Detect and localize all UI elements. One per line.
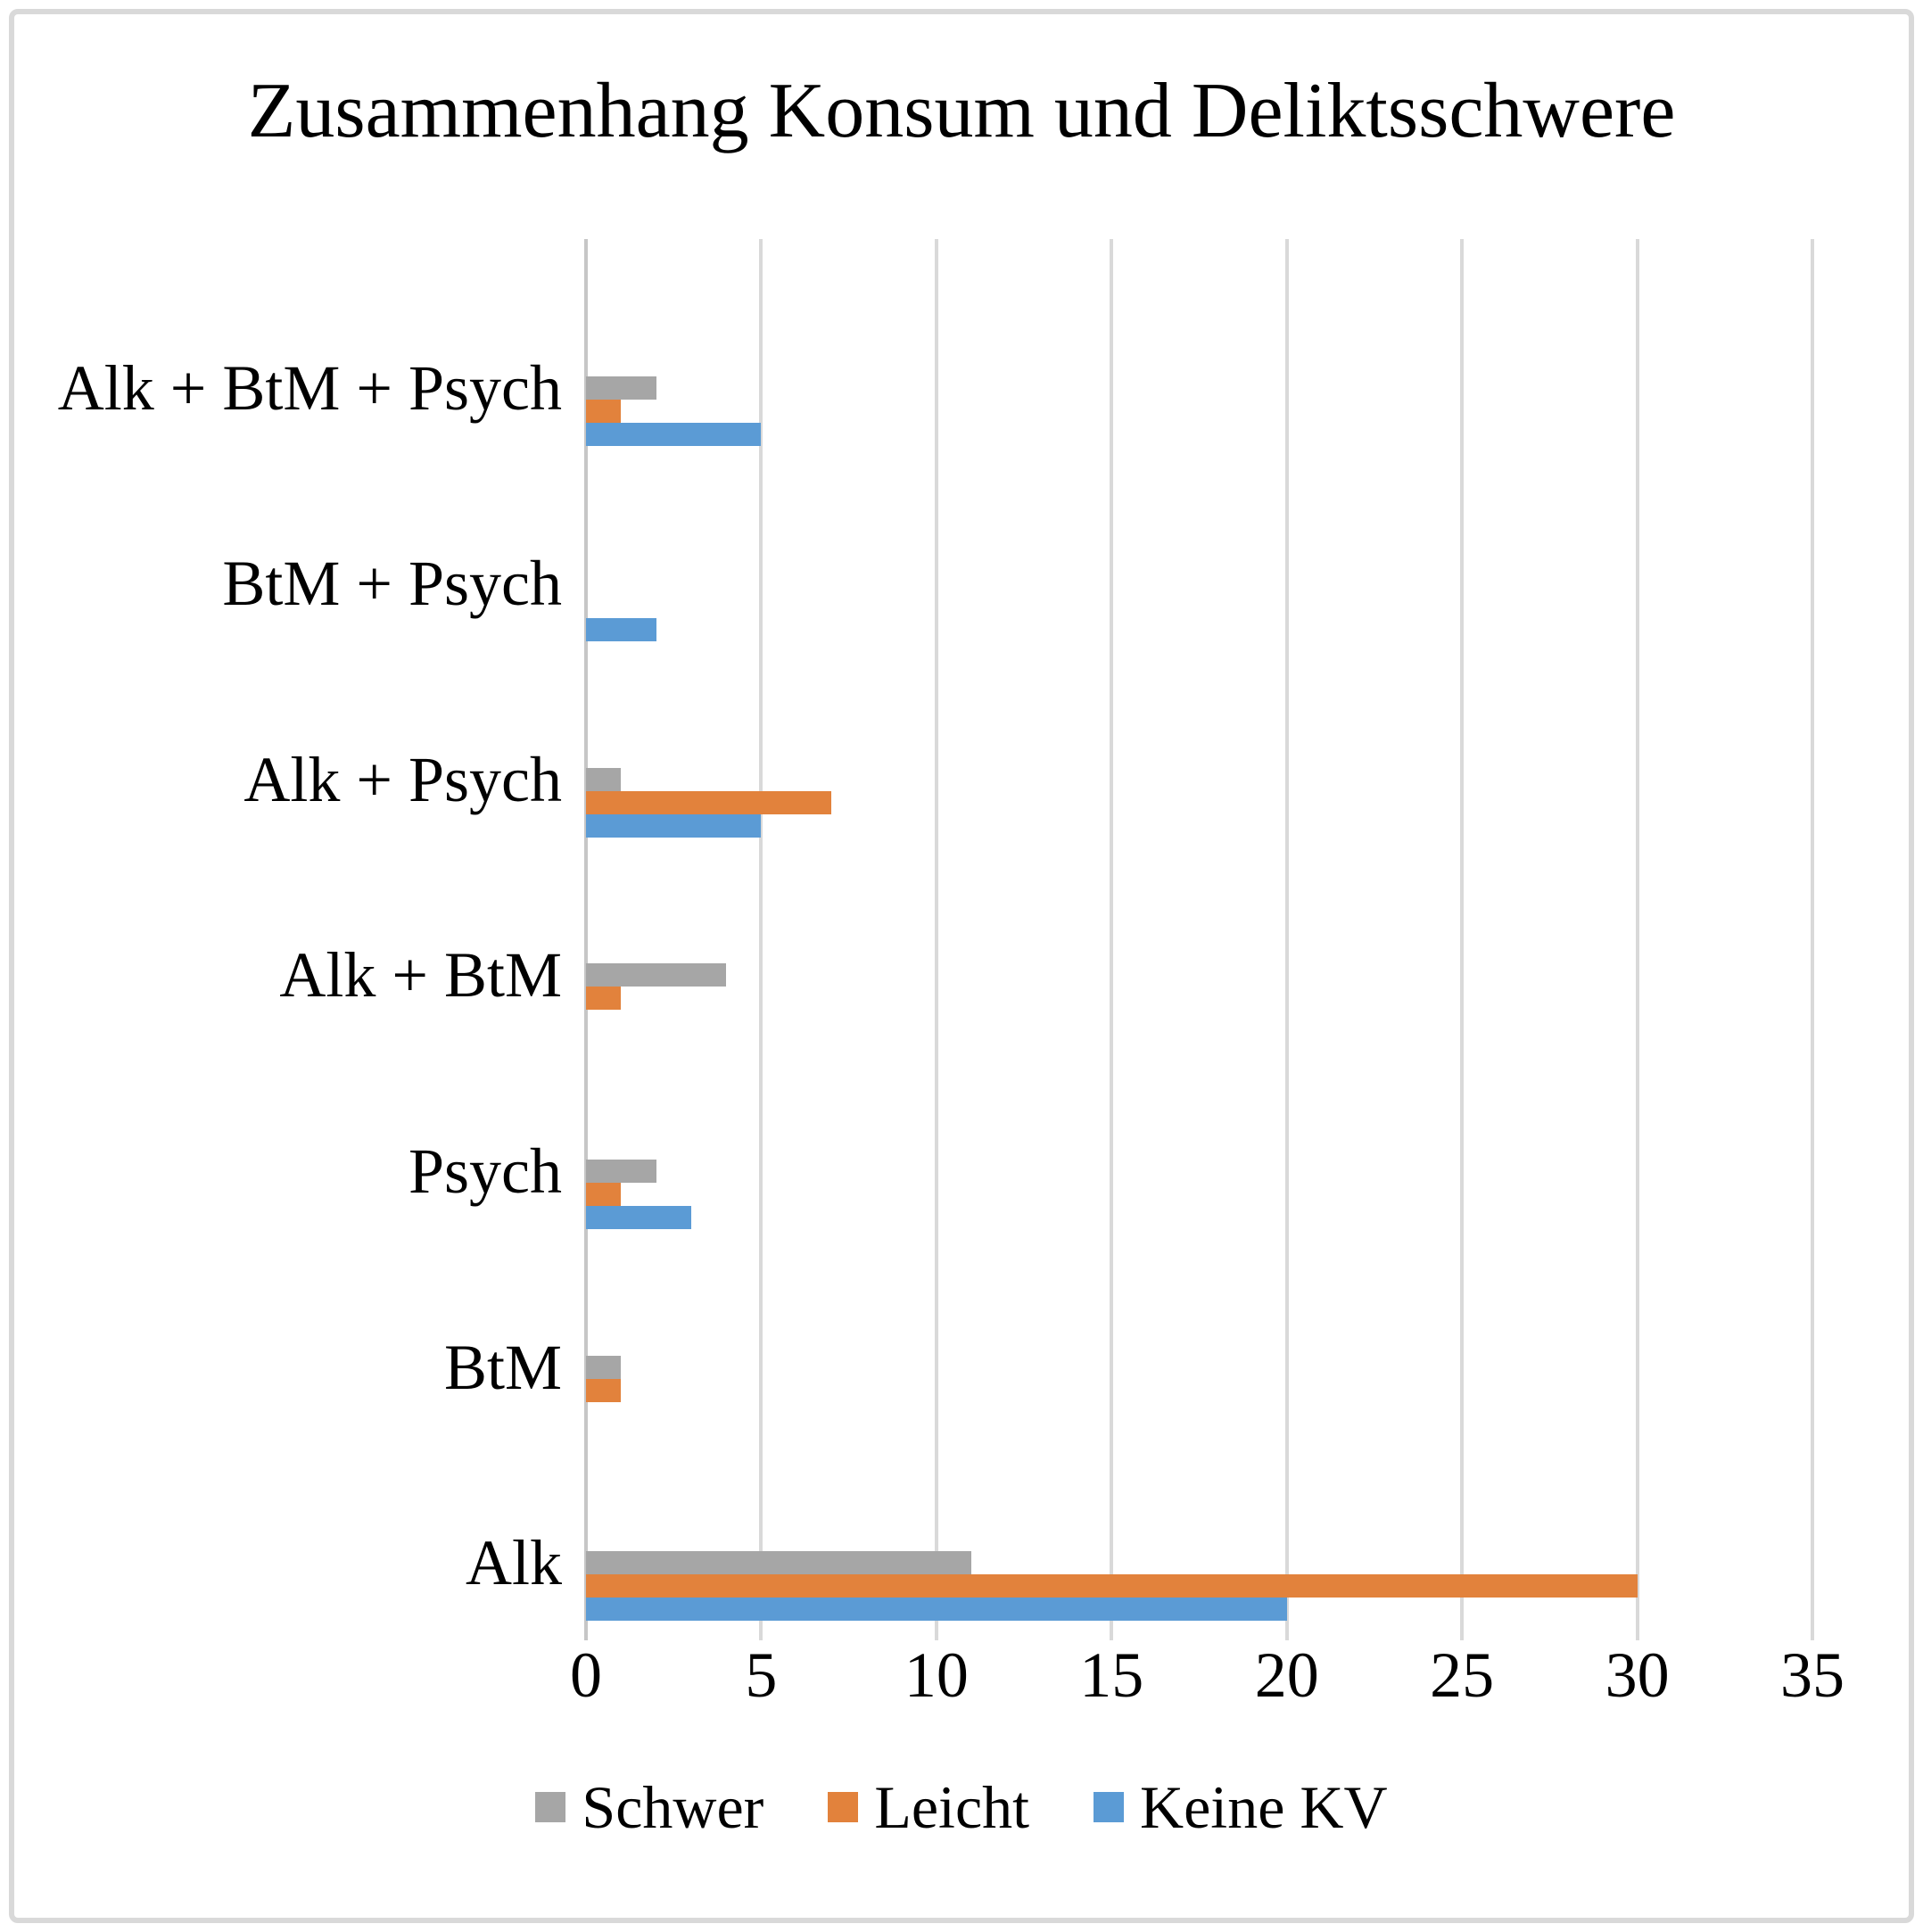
gridline bbox=[1460, 239, 1465, 1640]
bar-keine-kv bbox=[586, 814, 762, 838]
x-tick-label: 30 bbox=[1605, 1639, 1670, 1711]
bar-keine-kv bbox=[586, 618, 656, 641]
bar-leicht bbox=[586, 987, 622, 1010]
legend-label: Leicht bbox=[874, 1773, 1030, 1841]
bar-schwer bbox=[586, 963, 727, 987]
x-tick-label: 20 bbox=[1254, 1639, 1319, 1711]
bar-schwer bbox=[586, 1160, 656, 1183]
category-label: Alk + BtM bbox=[279, 939, 562, 1011]
x-tick-label: 0 bbox=[570, 1639, 602, 1711]
bar-leicht bbox=[586, 400, 622, 423]
x-tick-label: 15 bbox=[1079, 1639, 1144, 1711]
x-tick-label: 25 bbox=[1430, 1639, 1495, 1711]
category-label: BtM bbox=[443, 1332, 562, 1403]
legend-item-schwer: Schwer bbox=[535, 1777, 763, 1837]
gridline bbox=[1635, 239, 1639, 1640]
x-tick-label: 10 bbox=[904, 1639, 969, 1711]
category-label: Alk + BtM + Psych bbox=[57, 352, 562, 424]
legend-label: Schwer bbox=[582, 1773, 764, 1841]
x-tick-label: 35 bbox=[1780, 1639, 1845, 1711]
bar-leicht bbox=[586, 1574, 1638, 1598]
legend-item-leicht: Leicht bbox=[828, 1777, 1029, 1837]
legend-swatch-icon bbox=[828, 1792, 859, 1822]
bar-keine-kv bbox=[586, 1206, 691, 1229]
category-label: Psych bbox=[408, 1135, 562, 1207]
chart-title: Zusammenhang Konsum und Deliktsschwere bbox=[247, 68, 1676, 154]
bar-leicht bbox=[586, 1379, 622, 1402]
legend-swatch-icon bbox=[535, 1792, 566, 1822]
bar-keine-kv bbox=[586, 1598, 1287, 1621]
y-axis-line bbox=[584, 239, 588, 1640]
bar-leicht bbox=[586, 1183, 622, 1206]
bar-schwer bbox=[586, 1551, 972, 1574]
bar-keine-kv bbox=[586, 423, 762, 446]
category-label: Alk bbox=[466, 1527, 562, 1598]
category-label: Alk + Psych bbox=[243, 744, 562, 815]
gridline bbox=[1811, 239, 1814, 1640]
bar-schwer bbox=[586, 376, 656, 400]
gridline bbox=[934, 239, 938, 1640]
gridline bbox=[1110, 239, 1114, 1640]
gridline bbox=[1284, 239, 1289, 1640]
legend-label: Keine KV bbox=[1140, 1773, 1388, 1841]
plot-area bbox=[584, 239, 1814, 1640]
legend-item-keine-kv: Keine KV bbox=[1094, 1777, 1388, 1837]
legend-swatch-icon bbox=[1094, 1792, 1125, 1822]
bar-schwer bbox=[586, 1356, 622, 1379]
legend: Schwer Leicht Keine KV bbox=[0, 1777, 1923, 1837]
x-tick-label: 5 bbox=[745, 1639, 778, 1711]
category-label: BtM + Psych bbox=[222, 548, 562, 619]
gridline bbox=[759, 239, 763, 1640]
bar-leicht bbox=[586, 791, 831, 814]
bar-schwer bbox=[586, 768, 622, 791]
